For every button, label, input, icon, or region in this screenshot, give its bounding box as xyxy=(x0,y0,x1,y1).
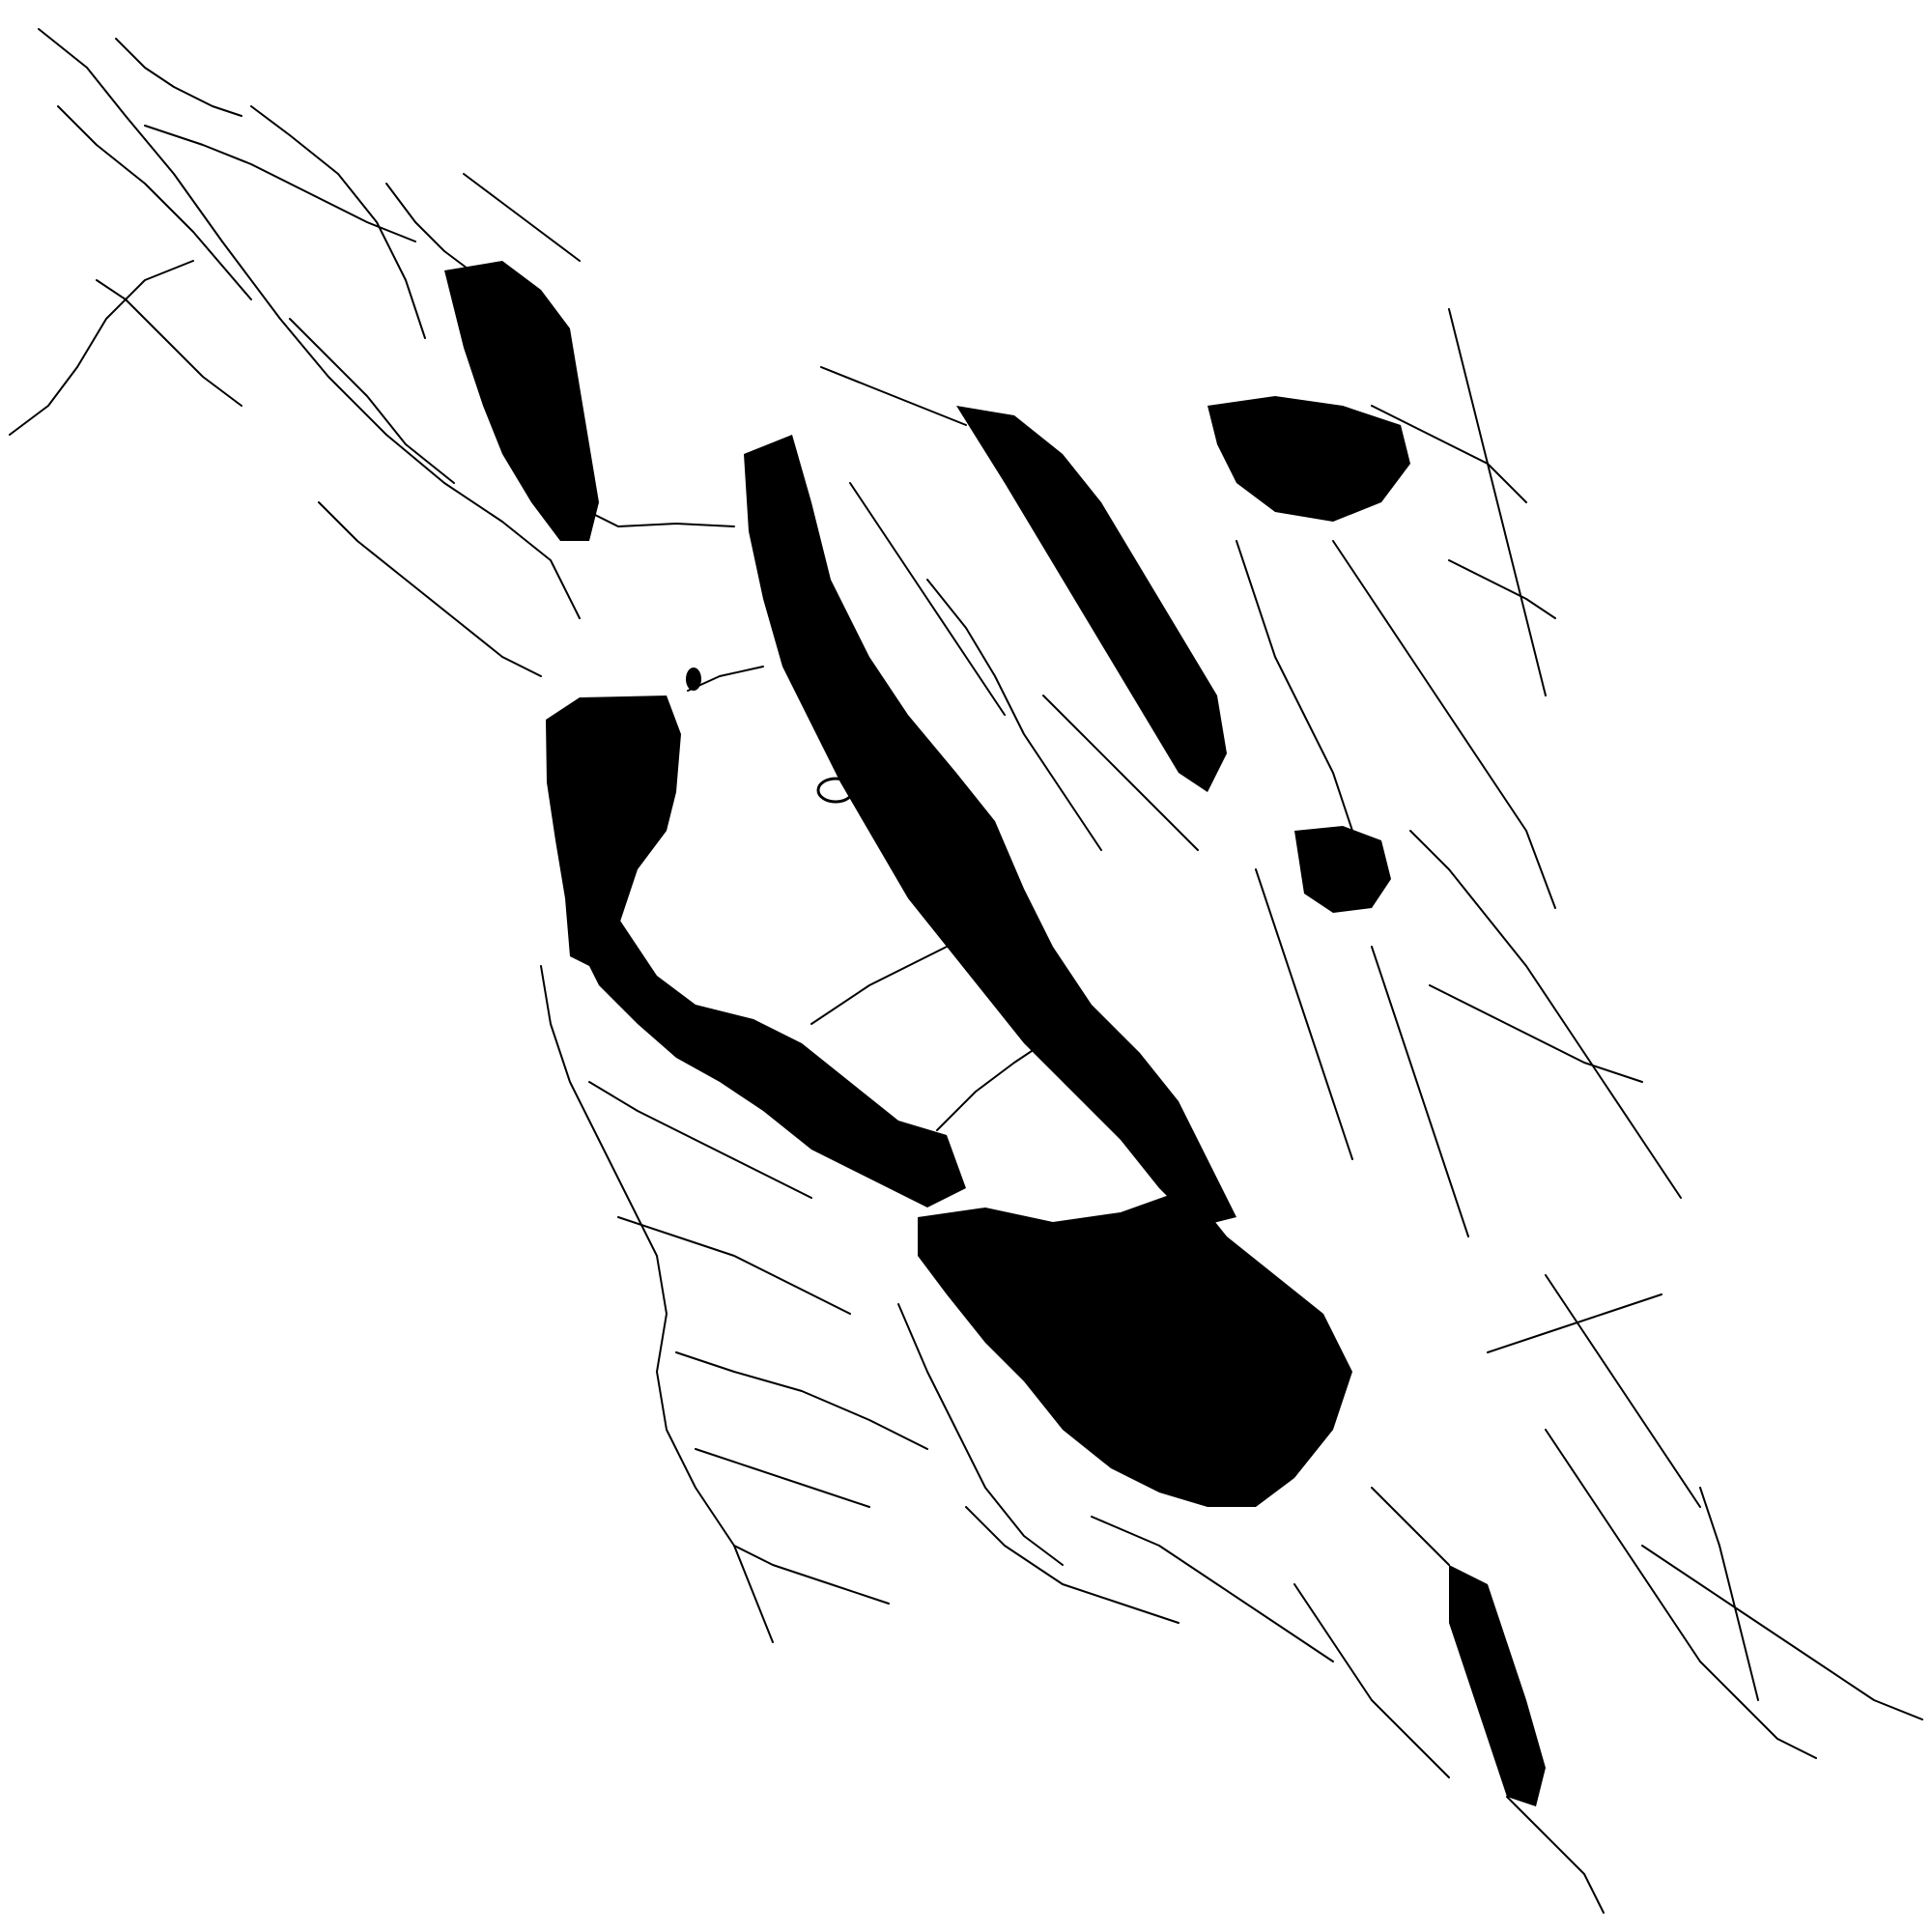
road-segment xyxy=(57,105,252,300)
dense-urban-areas xyxy=(444,261,1546,1806)
road-segment xyxy=(96,279,242,407)
road-segment xyxy=(385,183,484,281)
road-segment xyxy=(250,105,426,339)
bridge xyxy=(936,1042,1044,1131)
road-segment xyxy=(1091,1516,1334,1662)
bridge xyxy=(687,666,764,692)
road-segment xyxy=(1448,308,1547,696)
dense-area-antioch xyxy=(1208,396,1410,522)
dense-area-livermore xyxy=(1294,826,1391,913)
road-segment xyxy=(1042,695,1199,851)
dense-area-sf xyxy=(546,696,681,966)
road-segment xyxy=(617,1216,851,1315)
road-segment xyxy=(463,173,581,262)
road-segment xyxy=(675,1351,928,1450)
road-segment xyxy=(1255,868,1353,1160)
dense-area-marin xyxy=(444,261,599,541)
road-segment xyxy=(1545,1429,1701,1662)
road-segment xyxy=(540,965,774,1643)
road-segment xyxy=(588,1081,812,1199)
road-segment xyxy=(1506,1796,1605,1914)
road-segment xyxy=(1371,1487,1450,1566)
road-segment xyxy=(1448,559,1556,619)
road-lines xyxy=(9,28,1923,1914)
road-segment xyxy=(38,28,581,619)
road-segment xyxy=(926,579,1102,851)
road-segment xyxy=(820,366,967,426)
road-segment xyxy=(849,482,1006,716)
road-segment xyxy=(1429,984,1643,1083)
road-segment xyxy=(1545,1274,1701,1508)
dense-area-east-bay xyxy=(744,435,1236,1227)
road-segment xyxy=(144,125,416,242)
road-segment xyxy=(1371,946,1469,1237)
bridge xyxy=(579,506,735,527)
dense-area-alameda-ring xyxy=(816,777,855,804)
road-segment xyxy=(1641,1545,1923,1720)
road-segment xyxy=(1487,1293,1662,1353)
road-segment xyxy=(733,1545,890,1605)
dense-area-peninsula xyxy=(570,918,966,1208)
road-segment xyxy=(1699,1487,1759,1701)
dense-area-treasure-island xyxy=(686,668,701,691)
road-segment xyxy=(115,38,242,117)
road-segment xyxy=(1371,405,1527,503)
bridge xyxy=(810,936,967,1025)
road-segment xyxy=(897,1303,1064,1566)
road-segment xyxy=(1699,1661,1817,1759)
dense-area-gilroy xyxy=(1449,1565,1546,1806)
road-segment xyxy=(695,1448,870,1508)
road-segment xyxy=(1332,540,1556,909)
road-segment xyxy=(1409,830,1682,1199)
road-segment xyxy=(1293,1583,1450,1778)
road-segment xyxy=(289,318,455,484)
road-segment xyxy=(965,1506,1179,1624)
road-segment xyxy=(1236,540,1353,832)
dense-area-south-bay xyxy=(918,1188,1352,1507)
road-segment xyxy=(9,260,194,436)
dense-area-contra-costa xyxy=(956,406,1227,792)
road-segment xyxy=(318,501,542,677)
